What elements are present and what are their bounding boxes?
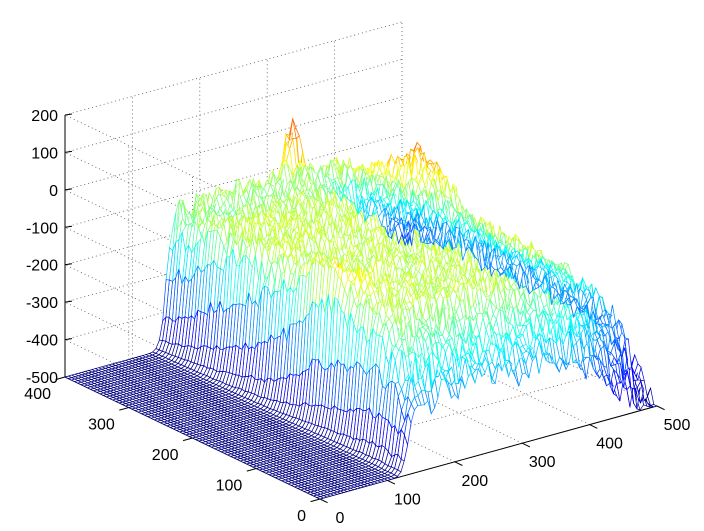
y-tick-mark <box>55 376 66 381</box>
y-tick-mark <box>182 437 193 442</box>
z-tick-mark <box>64 188 73 191</box>
x-tick-mark <box>656 405 665 411</box>
grid-line <box>64 21 403 116</box>
z-tick-mark <box>64 113 73 116</box>
z-tick-mark <box>64 150 73 153</box>
z-tick-mark <box>64 263 73 266</box>
x-tick-mark <box>589 424 598 429</box>
y-tick-mark <box>246 468 257 472</box>
x-tick-mark <box>387 479 396 485</box>
x-tick-mark <box>319 498 328 504</box>
x-tick-mark <box>454 461 463 466</box>
z-tick-mark <box>64 225 73 228</box>
z-tick-mark <box>64 300 73 303</box>
x-tick-mark <box>521 442 531 448</box>
y-tick-mark <box>119 407 129 411</box>
surface-mesh <box>63 117 659 500</box>
y-tick-mark <box>310 498 321 503</box>
grid-line <box>64 59 403 153</box>
z-tick-mark <box>64 338 73 341</box>
